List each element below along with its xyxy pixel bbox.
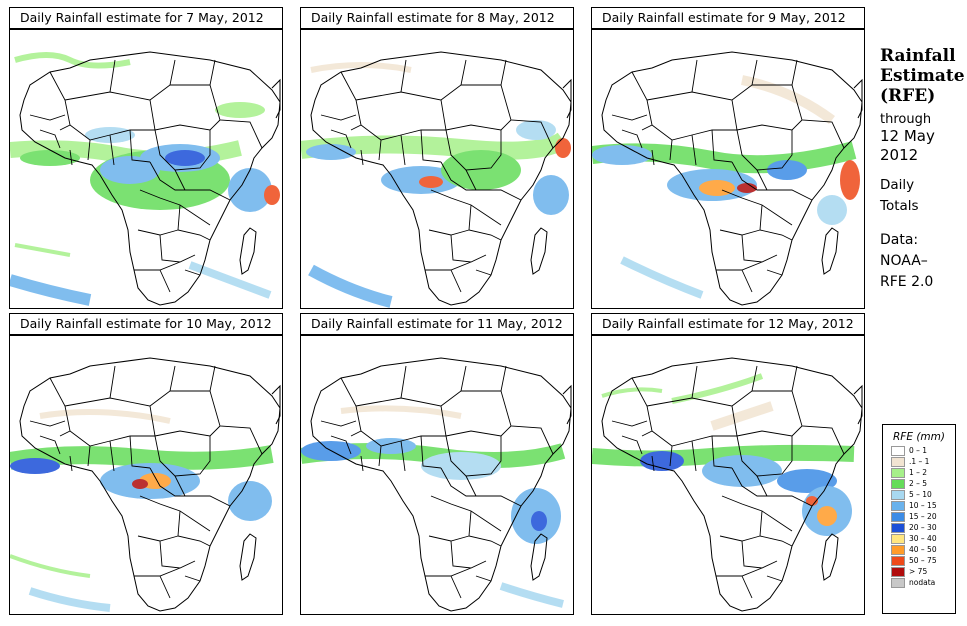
legend-swatch bbox=[891, 467, 905, 478]
map-panel-1: Daily Rainfall estimate for 7 May, 2012 bbox=[9, 7, 283, 309]
rainfall-map bbox=[9, 335, 283, 615]
legend-label: 40 – 50 bbox=[909, 545, 937, 554]
legend-swatch bbox=[891, 566, 905, 577]
legend-item: 30 – 40 bbox=[891, 533, 955, 544]
legend-label: 5 – 10 bbox=[909, 490, 932, 499]
end-date-line1: 12 May bbox=[880, 127, 935, 145]
map-panel-5: Daily Rainfall estimate for 11 May, 2012 bbox=[300, 313, 574, 615]
map-panel-6: Daily Rainfall estimate for 12 May, 2012 bbox=[591, 313, 865, 615]
rainfall-map bbox=[9, 29, 283, 309]
legend-item: nodata bbox=[891, 577, 955, 588]
map-panel-4: Daily Rainfall estimate for 10 May, 2012 bbox=[9, 313, 283, 615]
legend-item: 20 – 30 bbox=[891, 522, 955, 533]
legend-item: 2 – 5 bbox=[891, 478, 955, 489]
legend-rows: 0 – 1 .1 – 1 1 – 2 2 – 5 5 – 10 10 – 15 15 – 2… bbox=[883, 445, 955, 588]
data-label: Data: bbox=[880, 232, 919, 248]
legend-swatch bbox=[891, 445, 905, 456]
legend-swatch bbox=[891, 544, 905, 555]
legend-item: .1 – 1 bbox=[891, 456, 955, 467]
panel-title: Daily Rainfall estimate for 8 May, 2012 bbox=[300, 7, 574, 29]
panel-title: Daily Rainfall estimate for 7 May, 2012 bbox=[9, 7, 283, 29]
rainfall-map bbox=[591, 29, 865, 309]
legend-label: 0 – 1 bbox=[909, 446, 928, 455]
map-panel-3: Daily Rainfall estimate for 9 May, 2012 bbox=[591, 7, 865, 309]
rainfall-map bbox=[591, 335, 865, 615]
legend-item: 0 – 1 bbox=[891, 445, 955, 456]
legend-swatch bbox=[891, 478, 905, 489]
legend-item: 15 – 20 bbox=[891, 511, 955, 522]
legend-swatch bbox=[891, 511, 905, 522]
panel-title: Daily Rainfall estimate for 11 May, 2012 bbox=[300, 313, 574, 335]
side-title-line2: Estimate bbox=[880, 66, 965, 86]
legend-title: RFE (mm) bbox=[893, 431, 945, 443]
legend-swatch bbox=[891, 489, 905, 500]
data-source-line2: RFE 2.0 bbox=[880, 274, 934, 290]
through-label: through bbox=[880, 112, 932, 127]
legend-item: 1 – 2 bbox=[891, 467, 955, 478]
legend-label: > 75 bbox=[909, 567, 928, 576]
panel-title: Daily Rainfall estimate for 10 May, 2012 bbox=[9, 313, 283, 335]
rainfall-legend: RFE (mm) 0 – 1 .1 – 1 1 – 2 2 – 5 5 – 10 10 –… bbox=[882, 424, 956, 614]
panel-title: Daily Rainfall estimate for 12 May, 2012 bbox=[591, 313, 865, 335]
legend-swatch bbox=[891, 533, 905, 544]
rainfall-map bbox=[300, 335, 574, 615]
rainfall-map bbox=[300, 29, 574, 309]
legend-swatch bbox=[891, 456, 905, 467]
legend-item: 10 – 15 bbox=[891, 500, 955, 511]
side-description: Rainfall Estimate (RFE) through 12 May 2… bbox=[880, 46, 965, 293]
legend-item: > 75 bbox=[891, 566, 955, 577]
side-title-line3: (RFE) bbox=[880, 86, 936, 106]
legend-label: 10 – 15 bbox=[909, 501, 937, 510]
legend-item: 40 – 50 bbox=[891, 544, 955, 555]
legend-item: 5 – 10 bbox=[891, 489, 955, 500]
end-date-line2: 2012 bbox=[880, 146, 919, 164]
legend-label: 20 – 30 bbox=[909, 523, 937, 532]
legend-swatch bbox=[891, 500, 905, 511]
legend-label: 15 – 20 bbox=[909, 512, 937, 521]
panel-title: Daily Rainfall estimate for 9 May, 2012 bbox=[591, 7, 865, 29]
daily-label: Daily bbox=[880, 177, 915, 193]
legend-label: 2 – 5 bbox=[909, 479, 928, 488]
map-panel-2: Daily Rainfall estimate for 8 May, 2012 bbox=[300, 7, 574, 309]
data-source-line1: NOAA– bbox=[880, 253, 928, 269]
legend-swatch bbox=[891, 522, 905, 533]
side-title-line1: Rainfall bbox=[880, 46, 956, 66]
legend-label: 50 – 75 bbox=[909, 556, 937, 565]
legend-label: .1 – 1 bbox=[909, 457, 930, 466]
legend-swatch bbox=[891, 577, 905, 588]
legend-label: nodata bbox=[909, 578, 936, 587]
totals-label: Totals bbox=[880, 198, 919, 214]
legend-label: 30 – 40 bbox=[909, 534, 937, 543]
legend-label: 1 – 2 bbox=[909, 468, 928, 477]
legend-item: 50 – 75 bbox=[891, 555, 955, 566]
legend-swatch bbox=[891, 555, 905, 566]
